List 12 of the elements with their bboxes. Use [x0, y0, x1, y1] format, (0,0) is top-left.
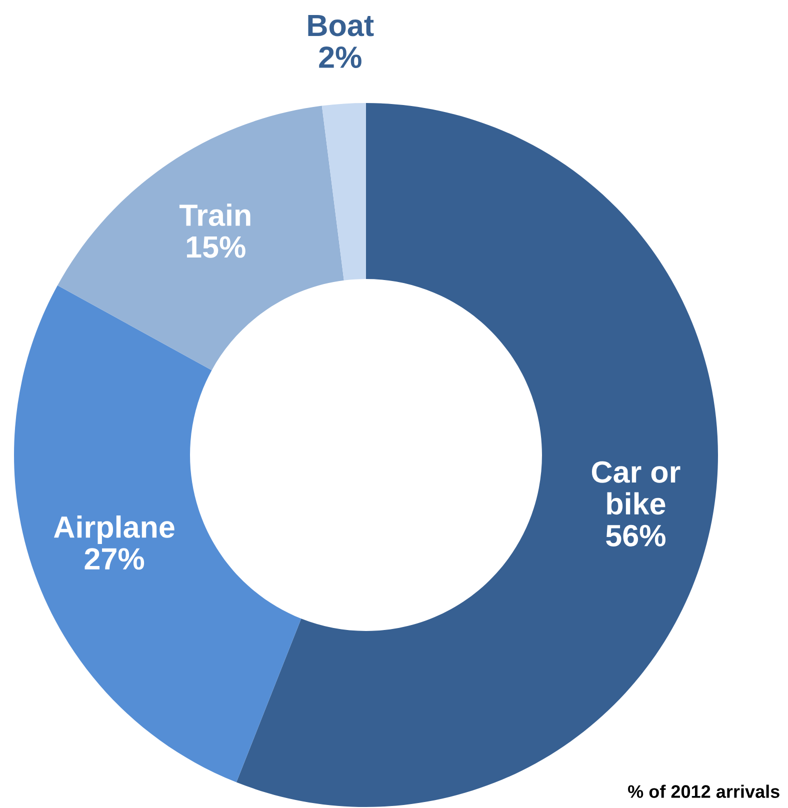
slice-label: Airplane [54, 515, 174, 544]
slice-label: Car or bike [592, 461, 680, 515]
data-label: 27% [84, 548, 144, 570]
data-label: 15% [186, 236, 246, 258]
data-label: 2% [319, 46, 362, 68]
donut-slice [322, 103, 366, 280]
slice-label: Boat [308, 14, 374, 36]
data-label: 56% [606, 524, 666, 546]
slice-label: Train [179, 204, 250, 226]
donut-slice [58, 106, 344, 370]
text: % of 2012 arrivals [628, 784, 780, 798]
donut-slice [14, 285, 302, 782]
